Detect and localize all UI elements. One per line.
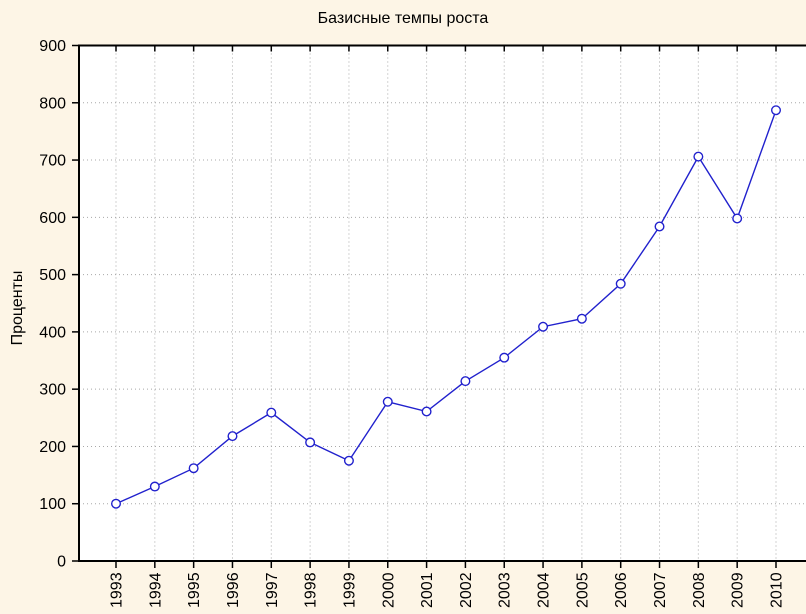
data-point: [576, 313, 587, 324]
data-point: [305, 437, 316, 448]
data-point: [343, 455, 354, 466]
axes: [78, 44, 806, 562]
data-point: [227, 431, 238, 442]
data-point: [654, 221, 665, 232]
data-point: [382, 396, 393, 407]
data-points: [110, 105, 782, 509]
svg-text:200: 200: [39, 439, 66, 456]
data-point: [421, 406, 432, 417]
svg-text:100: 100: [39, 496, 66, 513]
data-point: [188, 463, 199, 474]
svg-text:2003: 2003: [497, 572, 514, 608]
svg-text:2000: 2000: [380, 572, 397, 608]
data-point: [615, 278, 626, 289]
svg-text:2008: 2008: [691, 572, 708, 608]
svg-text:2002: 2002: [458, 572, 475, 608]
svg-text:300: 300: [39, 382, 66, 399]
svg-text:1997: 1997: [264, 572, 281, 608]
data-point: [693, 151, 704, 162]
svg-text:2005: 2005: [574, 572, 591, 608]
data-line: [115, 109, 777, 505]
svg-text:800: 800: [39, 95, 66, 112]
data-point: [266, 407, 277, 418]
chart-title: Базисные темпы роста: [317, 10, 489, 27]
svg-text:400: 400: [39, 324, 66, 341]
svg-text:1998: 1998: [303, 572, 320, 608]
y-tick-labels: 0 100 200 300 400 500 600 700 800 900: [39, 38, 66, 571]
svg-text:1995: 1995: [186, 572, 203, 608]
svg-text:600: 600: [39, 210, 66, 227]
x-tick-labels: 1993 1994 1995 1996 1997 1998 1999 2000 2001 2002…: [109, 572, 786, 608]
svg-text:2001: 2001: [419, 572, 436, 608]
data-point: [732, 213, 743, 224]
data-point: [149, 481, 160, 492]
plot-area: [79, 45, 806, 561]
svg-text:1993: 1993: [109, 572, 126, 608]
data-point: [499, 352, 510, 363]
svg-text:2004: 2004: [536, 572, 553, 608]
data-point: [771, 105, 782, 116]
svg-text:1999: 1999: [341, 572, 358, 608]
svg-text:0: 0: [57, 554, 66, 571]
svg-text:500: 500: [39, 267, 66, 284]
data-point: [110, 498, 121, 509]
svg-text:700: 700: [39, 153, 66, 170]
svg-text:2010: 2010: [769, 572, 786, 608]
data-point: [538, 321, 549, 332]
data-point: [460, 376, 471, 387]
svg-text:1994: 1994: [147, 572, 164, 608]
svg-text:1996: 1996: [225, 572, 242, 608]
svg-text:900: 900: [39, 38, 66, 55]
svg-text:2007: 2007: [652, 572, 669, 608]
svg-text:2009: 2009: [730, 572, 747, 608]
svg-text:2006: 2006: [613, 572, 630, 608]
